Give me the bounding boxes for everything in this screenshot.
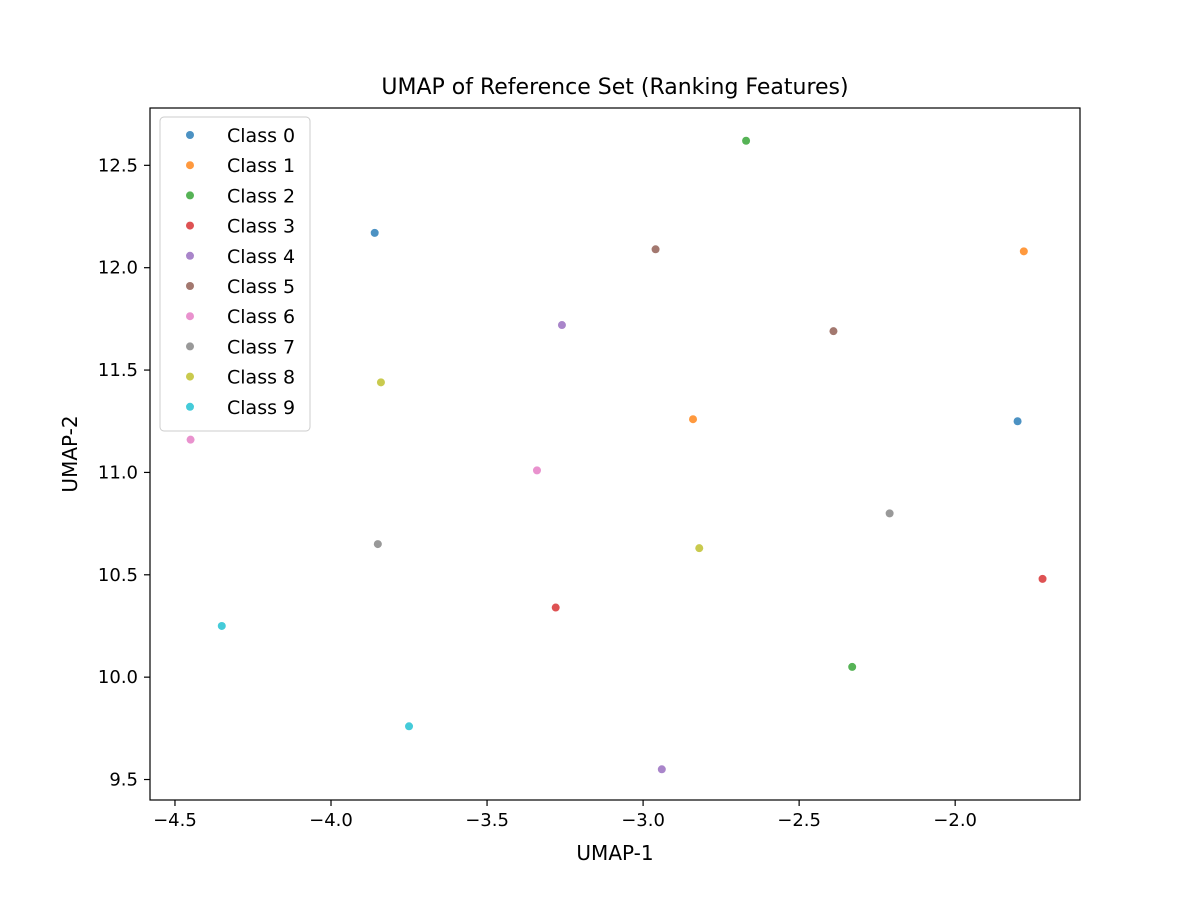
legend-marker (186, 312, 194, 321)
y-tick-label: 10.5 (98, 565, 138, 586)
legend-box (159, 116, 311, 432)
legend: Class 0 Class 1 Class 2 Class 3 Class 4 Class… (159, 116, 311, 432)
y-axis: 9.5 10.0 10.5 11.0 11.5 12.0 12.5 (98, 155, 150, 791)
legend-label: Class 2 (227, 185, 295, 207)
data-point-class-3 (551, 603, 560, 612)
legend-label: Class 5 (227, 276, 295, 298)
legend-marker (186, 282, 194, 290)
y-axis-label: UMAP-2 (58, 415, 82, 492)
chart-title: UMAP of Reference Set (Ranking Features) (381, 75, 848, 100)
data-point-class-7 (885, 509, 894, 518)
data-point-class-0 (370, 228, 379, 237)
legend-marker (186, 191, 194, 200)
x-tick-label: −3.5 (465, 810, 509, 831)
legend-label: Class 4 (227, 246, 295, 268)
x-tick-label: −2.0 (933, 810, 977, 831)
legend-marker (186, 402, 194, 411)
plot-frame (149, 107, 1081, 801)
legend-marker (186, 342, 194, 351)
data-point-class-9 (405, 722, 414, 731)
legend-marker (186, 131, 194, 139)
legend-label: Class 1 (227, 155, 295, 177)
data-point-class-5 (829, 327, 838, 336)
data-point-class-4 (557, 321, 566, 330)
data-point-class-0 (1013, 417, 1022, 426)
points-layer (186, 136, 1047, 774)
data-point-class-2 (848, 662, 857, 671)
y-tick-label: 10.0 (98, 667, 138, 688)
data-point-class-8 (376, 378, 385, 387)
data-point-class-2 (742, 136, 751, 145)
legend-marker (186, 221, 194, 230)
x-tick-label: −4.5 (153, 810, 197, 831)
legend-marker (186, 372, 194, 381)
data-point-class-9 (217, 621, 226, 630)
y-tick-label: 11.5 (98, 360, 138, 381)
x-axis: −4.5 −4.0 −3.5 −3.0 −2.5 −2.0 (153, 800, 977, 831)
data-point-class-4 (657, 765, 666, 774)
data-point-class-1 (1019, 247, 1028, 256)
x-tick-label: −2.5 (777, 810, 821, 831)
legend-label: Class 9 (227, 397, 295, 419)
data-point-class-6 (532, 466, 541, 475)
legend-label: Class 0 (227, 125, 295, 147)
legend-label: Class 8 (227, 367, 295, 389)
data-point-class-8 (695, 544, 704, 553)
y-tick-label: 11.0 (98, 462, 138, 483)
legend-marker (186, 251, 194, 260)
legend-label: Class 3 (227, 216, 295, 238)
x-tick-label: −4.0 (309, 810, 353, 831)
data-point-class-5 (651, 245, 660, 254)
legend-label: Class 7 (227, 336, 295, 358)
y-tick-label: 9.5 (109, 770, 138, 791)
data-point-class-3 (1038, 574, 1047, 583)
data-point-class-1 (689, 415, 698, 424)
data-point-class-7 (373, 540, 382, 549)
data-point-class-6 (186, 435, 195, 444)
legend-label: Class 6 (227, 306, 295, 328)
x-tick-label: −3.0 (621, 810, 665, 831)
x-axis-label: UMAP-1 (576, 841, 653, 865)
y-tick-label: 12.0 (98, 258, 138, 279)
legend-marker (186, 161, 194, 170)
y-tick-label: 12.5 (98, 155, 138, 176)
